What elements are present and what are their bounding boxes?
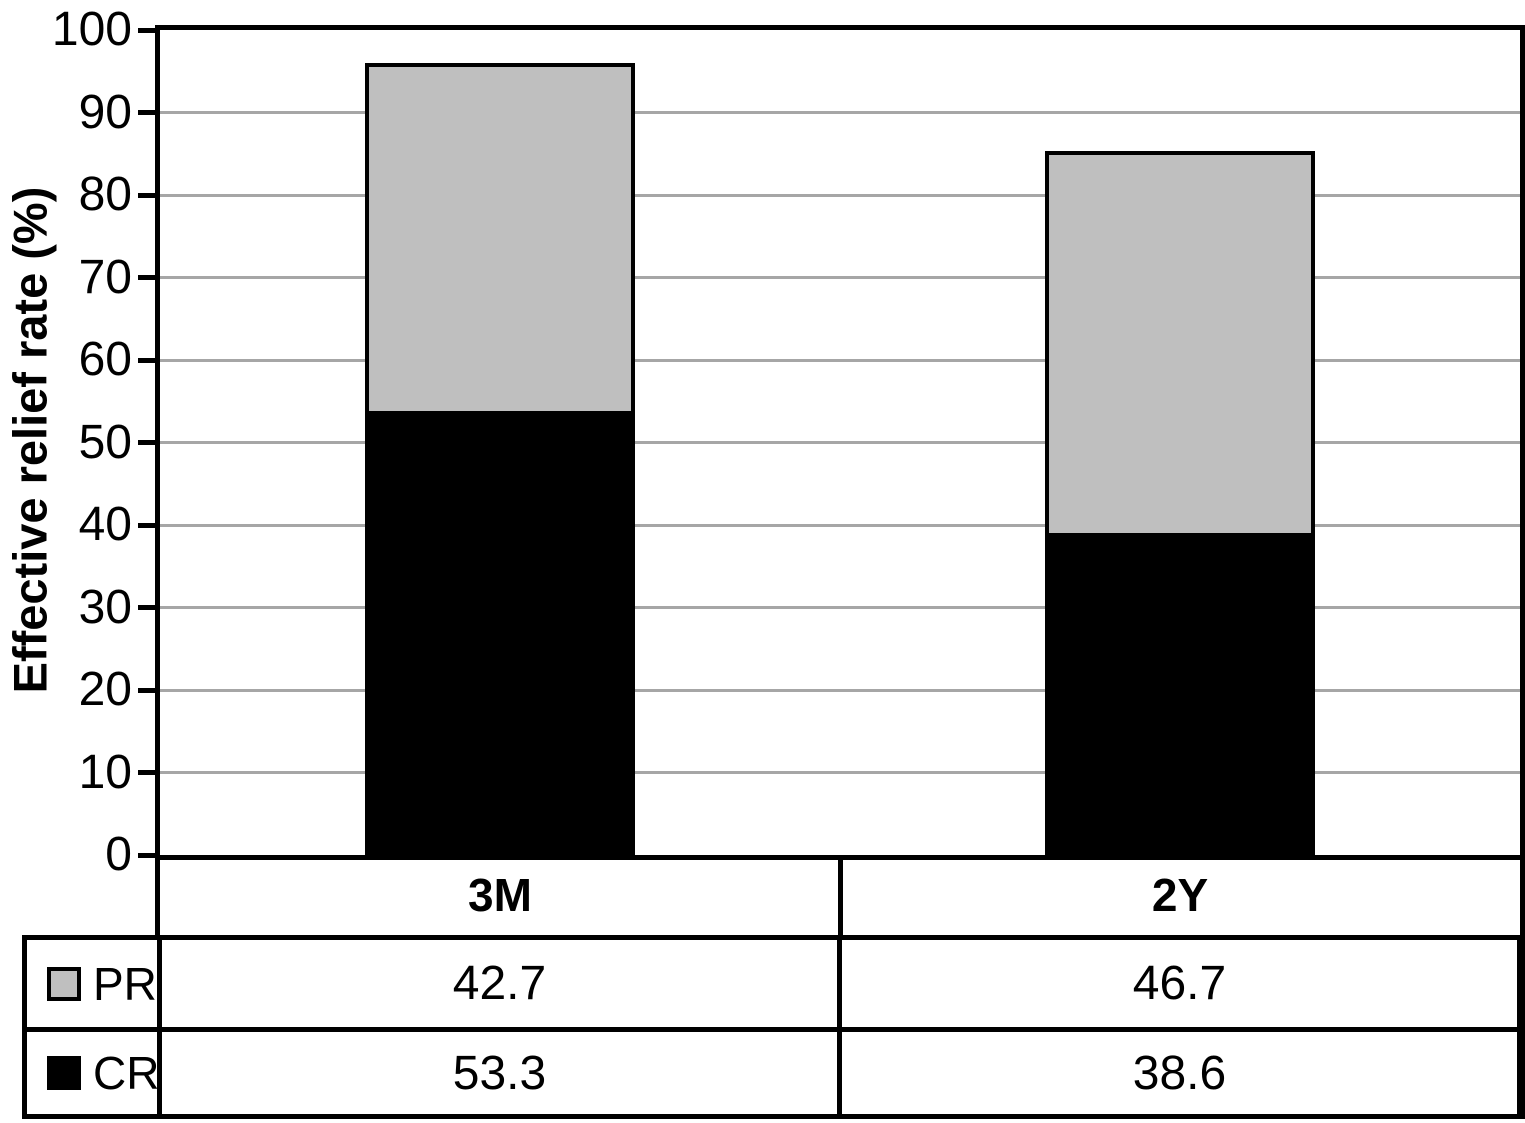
y-tick-label: 20 — [78, 663, 132, 716]
bar-segment-CR-3M — [365, 415, 635, 855]
y-tick-mark — [138, 275, 158, 280]
y-tick-label: 100 — [51, 3, 132, 56]
y-tick-label: 30 — [78, 580, 132, 634]
bar-segment-PR-3M — [365, 63, 635, 416]
value-CR-2Y: 38.6 — [842, 1032, 1517, 1114]
bar-segment-PR-2Y — [1045, 151, 1315, 537]
y-tick-mark — [138, 110, 158, 115]
y-tick-label: 60 — [78, 333, 132, 386]
category-axis: 3M 2Y — [155, 855, 1525, 940]
y-tick-mark — [138, 605, 158, 610]
legend-cell-PR: PR — [27, 940, 157, 1027]
y-tick-mark — [138, 192, 158, 198]
y-tick-mark — [138, 440, 158, 445]
y-tick-label: 80 — [78, 168, 132, 221]
bar-segment-CR-2Y — [1045, 536, 1315, 855]
y-tick-mark — [138, 687, 158, 693]
legend-swatch-PR — [47, 966, 81, 1001]
value-PR-3M: 42.7 — [162, 940, 837, 1027]
category-label-3M: 3M — [468, 869, 532, 921]
y-gridline — [160, 193, 1520, 197]
value-CR-3M: 53.3 — [162, 1032, 837, 1114]
y-gridline — [160, 358, 1520, 362]
category-divider — [837, 855, 843, 935]
legend-cell-CR: CR — [27, 1032, 160, 1114]
y-gridline — [160, 523, 1520, 527]
plot-area — [155, 25, 1525, 860]
legend-label-PR: PR — [93, 957, 157, 1010]
y-tick-mark — [138, 27, 158, 33]
legend-swatch-CR — [47, 1056, 81, 1090]
y-tick-label: 40 — [78, 498, 132, 551]
y-tick-label: 10 — [78, 745, 132, 799]
y-tick-mark — [138, 522, 158, 528]
y-gridline — [160, 111, 1520, 114]
y-tick-mark — [138, 852, 158, 858]
y-tick-label: 90 — [78, 85, 132, 139]
y-tick-mark — [138, 357, 158, 363]
y-gridline — [160, 606, 1520, 609]
y-gridline — [160, 688, 1520, 692]
legend-label-CR: CR — [93, 1047, 160, 1099]
y-tick-label: 0 — [105, 828, 132, 881]
y-tick-label: 70 — [78, 250, 132, 304]
y-gridline — [160, 771, 1520, 774]
y-tick-label: 50 — [78, 415, 132, 469]
y-gridline — [160, 441, 1520, 444]
value-PR-2Y: 46.7 — [842, 940, 1517, 1027]
y-gridline — [160, 276, 1520, 279]
y-tick-mark — [138, 770, 158, 775]
category-label-2Y: 2Y — [1151, 869, 1209, 921]
legend-data-table: PR 42.7 46.7 CR 53.3 38.6 — [22, 935, 1525, 1119]
